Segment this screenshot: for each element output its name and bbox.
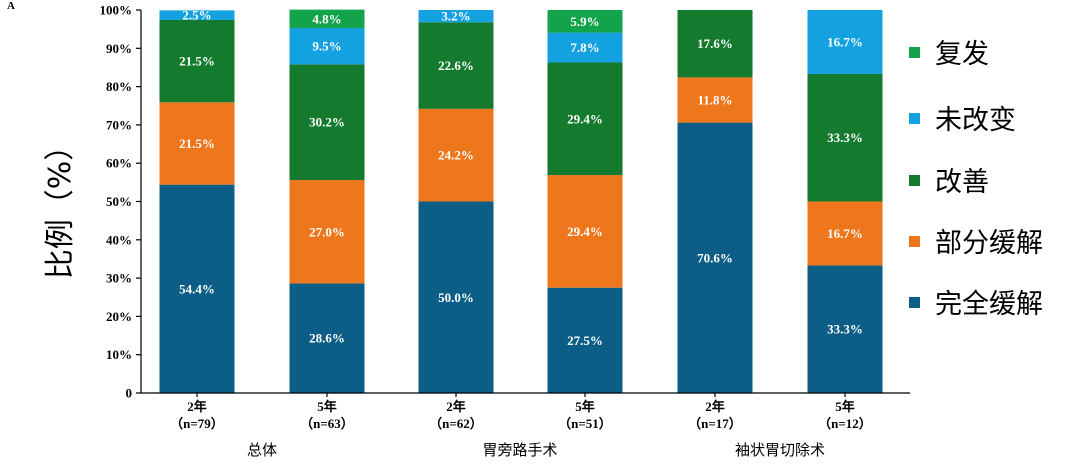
data-label: 30.2% (309, 115, 345, 130)
y-axis-label: 比例（%） (43, 131, 78, 280)
bar-segment (677, 77, 753, 123)
bar-segment (547, 175, 623, 288)
data-label: 50.0% (438, 290, 474, 305)
bar-segment (418, 22, 494, 109)
data-label: 9.5% (312, 39, 341, 54)
bar-segment (547, 32, 623, 63)
y-tick-label: 50% (106, 194, 132, 209)
data-label: 11.8% (697, 93, 732, 108)
x-tick-label-n: （n=62） (429, 416, 483, 431)
data-label: 21.5% (179, 54, 215, 69)
data-label: 17.6% (697, 36, 733, 51)
x-tick-label-year: 5年 (575, 399, 595, 414)
x-tick-label-n: （n=79） (170, 416, 224, 431)
group-label: 总体 (247, 441, 277, 459)
legend-swatch (909, 113, 920, 124)
bar-segment (289, 283, 365, 393)
x-tick-label-n: （n=12） (818, 416, 872, 431)
data-label: 29.4% (567, 224, 603, 239)
bar-segment (159, 184, 235, 393)
bar-segment (547, 10, 623, 33)
data-label: 33.3% (827, 322, 863, 337)
x-axis: 2年 （n=79） 5年 （n=63） 2年 （n=62） 5年 （n=51） 2年 （n=17）… (141, 392, 910, 459)
bar-segment (289, 28, 365, 65)
data-label: 27.0% (309, 224, 345, 239)
bar-segment (677, 122, 753, 394)
bar-segment (807, 201, 883, 266)
bar-segment (418, 108, 494, 202)
data-label: 3.2% (441, 9, 470, 24)
y-tick-label: 20% (106, 309, 132, 324)
x-tick-label-n: （n=51） (558, 416, 612, 431)
x-tick-label-n: （n=63） (300, 416, 354, 431)
bar-segment (289, 180, 365, 284)
data-label: 2.5% (182, 8, 211, 23)
y-tick-label: 30% (106, 271, 132, 286)
data-label: 33.3% (827, 130, 863, 145)
bar-segment (159, 19, 235, 103)
bar-segment (807, 73, 883, 202)
data-label: 29.4% (567, 111, 603, 126)
bar-segment (418, 10, 494, 23)
data-label: 27.5% (567, 333, 603, 348)
y-tick-label: 60% (106, 156, 132, 171)
bar-segment (418, 201, 494, 393)
legend-label: 部分缓解 (935, 228, 1043, 259)
legend-swatch (909, 175, 920, 186)
legend-label: 完全缓解 (935, 289, 1043, 320)
legend-swatch (909, 297, 920, 308)
bar-segment (807, 10, 883, 74)
y-axis: 0 10% 20% 30% 40% 50% 60% 70% 80% 90% 100% (100, 3, 142, 401)
data-label: 4.8% (312, 11, 341, 26)
data-label: 16.7% (827, 34, 863, 49)
y-tick-label: 100% (100, 3, 133, 18)
data-label: 28.6% (309, 331, 345, 346)
data-label: 24.2% (438, 148, 474, 163)
x-tick-label-year: 5年 (835, 399, 855, 414)
x-tick-label-year: 2年 (187, 399, 207, 414)
y-tick-label: 90% (106, 41, 132, 56)
data-label: 5.9% (570, 14, 599, 29)
legend-label: 改善 (935, 167, 989, 198)
data-label: 7.8% (570, 40, 599, 55)
data-label: 16.7% (827, 226, 863, 241)
data-label: 70.6% (697, 250, 733, 265)
group-label: 胃旁路手术 (482, 441, 557, 459)
group-label: 袖状胃切除术 (735, 441, 825, 459)
legend-label: 未改变 (935, 105, 1016, 136)
y-tick-label: 80% (106, 79, 132, 94)
bar-segment (677, 10, 753, 78)
y-tick-label: 40% (106, 232, 132, 247)
bar-segment (159, 102, 235, 185)
bar-segment (159, 10, 235, 20)
panel-label: A (7, 0, 15, 12)
data-label: 54.4% (179, 281, 215, 296)
x-tick-label-year: 2年 (446, 399, 466, 414)
bar-segment (289, 64, 365, 181)
y-tick-label: 0 (126, 386, 133, 401)
legend-label: 复发 (935, 39, 989, 70)
x-tick-label-n: （n=17） (688, 416, 742, 431)
data-label: 22.6% (438, 58, 474, 73)
bars: 54.4% 21.5% 21.5% 2.5% 28.6% 27.0% 30.2% 9.5% 4.… (159, 8, 883, 394)
legend-swatch (909, 236, 920, 247)
legend-swatch (909, 47, 920, 58)
bar-segment (547, 287, 623, 393)
bar-segment (807, 265, 883, 393)
y-tick-label: 70% (106, 117, 132, 132)
bar-segment (289, 9, 365, 29)
bar-segment (547, 62, 623, 176)
data-label: 21.5% (179, 136, 215, 151)
y-tick-label: 10% (106, 347, 132, 362)
x-tick-label-year: 2年 (705, 399, 725, 414)
x-tick-label-year: 5年 (317, 399, 337, 414)
